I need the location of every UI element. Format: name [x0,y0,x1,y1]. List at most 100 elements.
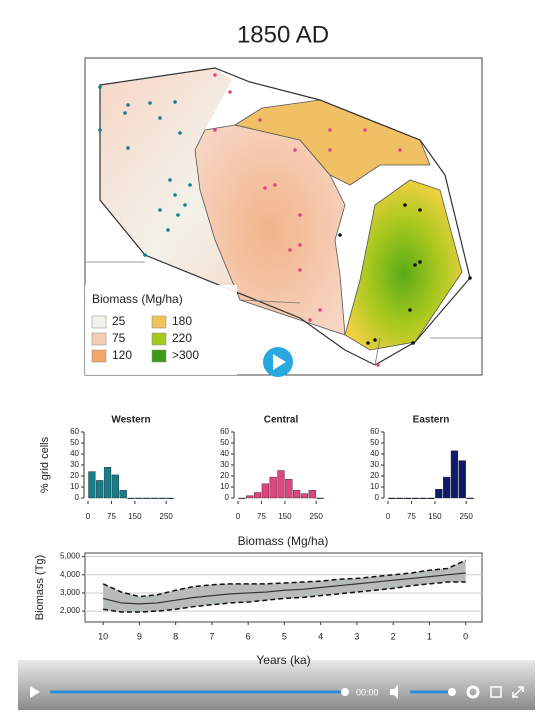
site-point [166,228,170,232]
site-point [263,186,267,190]
site-point [228,90,232,94]
histogram-bar [427,497,435,500]
legend-label: 75 [112,331,126,345]
histogram-bar [143,497,151,500]
histogram-bar [119,490,127,499]
y-tick-label: 20 [370,471,379,480]
site-point [173,193,177,197]
site-point [158,208,162,212]
y-axis-label: % grid cells [39,436,51,493]
site-point [98,85,102,89]
site-point [363,128,367,132]
x-tick-label: 250 [310,512,324,521]
histogram-bar [269,476,277,499]
y-tick-label: 0 [375,493,380,502]
x-tick-label: 10 [98,631,108,641]
histogram-bar [293,490,301,499]
x-tick-label: 150 [428,512,442,521]
x-tick-label: 75 [257,512,266,521]
histogram-bar [253,492,262,499]
site-point [408,308,412,312]
histogram-bar [443,476,451,499]
y-tick-label: 20 [220,471,229,480]
histogram-bar [103,467,112,499]
time: 00:00 [356,687,379,697]
site-point [293,148,297,152]
panel-title: Eastern [413,415,450,426]
histogram-bar [388,497,396,500]
x-tick-label: 0 [463,631,468,641]
popout-button[interactable] [490,686,502,698]
histogram-bar [316,497,324,500]
site-point [338,233,342,237]
legend: 25 75 120 180 220 >300 [91,314,199,363]
shared-x-label: Biomass (Mg/ha) [238,534,329,548]
y-tick-label: 60 [70,427,79,436]
legend-label: 120 [112,348,132,362]
y-tick-label: 5,000 [60,552,81,561]
legend-swatch [151,315,167,329]
histogram-bar [308,490,316,499]
x-tick-label: 1 [427,631,432,641]
x-tick-label: 6 [246,631,251,641]
x-tick-label: 7 [209,631,214,641]
y-tick-label: 3,000 [60,588,81,597]
legend-label: >300 [172,348,199,362]
legend-swatch [151,332,167,346]
site-point [298,213,302,217]
x-axis-label: Years (ka) [256,653,310,667]
site-point [188,183,192,187]
region-west [100,68,300,318]
x-tick-label: 0 [86,512,91,521]
legend-title: Biomass (Mg/ha) [92,292,183,306]
y-tick-label: 4,000 [60,570,81,579]
site-point [308,318,312,322]
histogram-bar [261,483,269,499]
play-overlay-icon [273,354,286,370]
control-bar [18,660,535,710]
x-tick-label: 75 [407,512,416,521]
map: Biomass (Mg/ha) 25 75 120 180 220 >300 [84,57,483,377]
histogram-bar [277,470,285,499]
site-point [328,128,332,132]
region-upper-michigan [233,99,431,186]
site-point [258,118,262,122]
fullscreen-button[interactable] [512,686,524,698]
site-point [173,100,177,104]
y-tick-label: 30 [220,460,229,469]
histogram-bar [450,450,459,499]
series-line [103,581,466,613]
histogram-bar [127,497,135,500]
volume-knob[interactable] [448,688,456,696]
settings-button[interactable] [466,685,480,699]
histogram-bar [411,497,419,500]
x-tick-label: 250 [460,512,474,521]
site-point [126,146,130,150]
confidence-band [103,560,466,613]
x-tick-label: 4 [318,631,323,641]
site-point [126,103,130,107]
y-tick-label: 50 [70,438,79,447]
site-point [418,260,422,264]
volume-button[interactable] [390,685,398,699]
site-point [178,131,182,135]
panel-title: Central [264,415,299,426]
y-tick-label: 10 [220,482,229,491]
progress-knob[interactable] [341,688,349,696]
series-line [102,559,466,598]
histogram-bar [285,479,293,499]
site-point [298,243,302,247]
y-tick-label: 30 [370,460,379,469]
play-button[interactable] [30,686,40,698]
study-area-outline [99,67,471,366]
site-point [411,341,415,345]
y-tick-label: 40 [70,449,79,458]
y-tick-label: 50 [370,438,379,447]
x-tick-label: 150 [128,512,142,521]
site-point [318,308,322,312]
y-tick-label: 50 [220,438,229,447]
site-point [418,208,422,212]
site-point [213,128,217,132]
site-point [183,203,187,207]
x-tick-label: 150 [278,512,292,521]
